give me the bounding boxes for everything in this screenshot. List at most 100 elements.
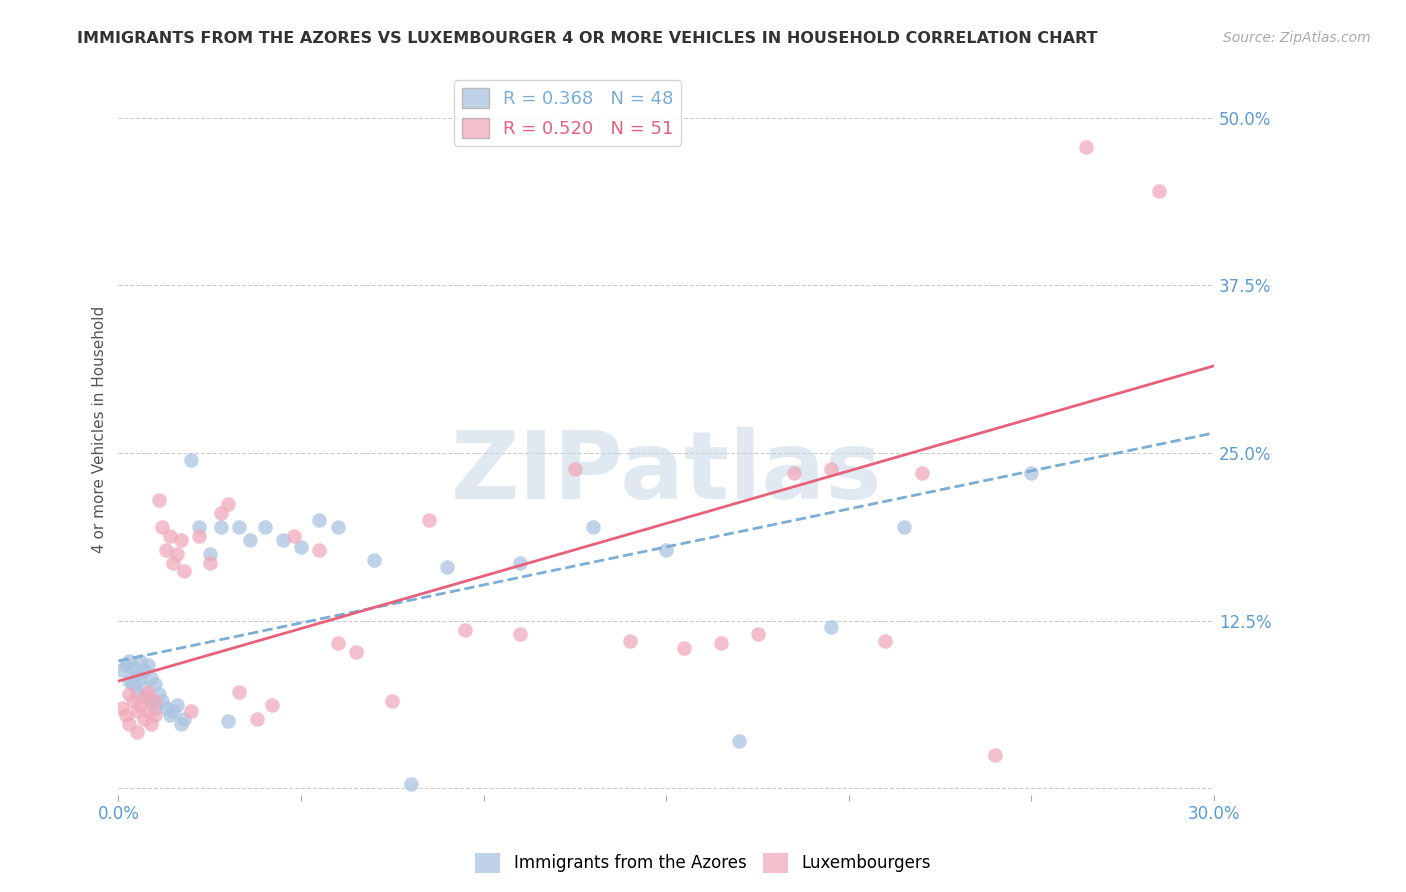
Point [129, 672, 152, 686]
Point [122, 660, 145, 674]
Point [436, 560, 458, 574]
Point [326, 520, 349, 534]
Point [136, 704, 159, 718]
Point [148, 493, 170, 508]
Point [111, 663, 134, 677]
Point [166, 547, 188, 561]
Point [132, 681, 155, 695]
Point [122, 694, 145, 708]
Point [418, 513, 440, 527]
Point [747, 627, 769, 641]
Y-axis label: 4 or more Vehicles in Household: 4 or more Vehicles in Household [93, 306, 107, 553]
Point [141, 694, 163, 708]
Point [381, 694, 404, 708]
Point [159, 707, 181, 722]
Point [253, 520, 276, 534]
Point [114, 657, 136, 672]
Point [454, 623, 477, 637]
Point [118, 674, 141, 689]
Point [363, 553, 385, 567]
Point [136, 685, 159, 699]
Point [509, 627, 531, 641]
Point [228, 685, 250, 699]
Text: IMMIGRANTS FROM THE AZORES VS LUXEMBOURGER 4 OR MORE VEHICLES IN HOUSEHOLD CORRE: IMMIGRANTS FROM THE AZORES VS LUXEMBOURG… [77, 31, 1098, 46]
Point [150, 520, 173, 534]
Point [125, 704, 148, 718]
Text: Source: ZipAtlas.com: Source: ZipAtlas.com [1223, 31, 1371, 45]
Point [326, 636, 349, 650]
Point [217, 714, 239, 729]
Point [710, 636, 733, 650]
Point [143, 677, 166, 691]
Legend: Immigrants from the Azores, Luxembourgers: Immigrants from the Azores, Luxembourger… [468, 847, 938, 880]
Point [148, 688, 170, 702]
Point [143, 701, 166, 715]
Point [344, 644, 367, 658]
Point [159, 529, 181, 543]
Point [582, 520, 605, 534]
Point [132, 663, 155, 677]
Point [129, 654, 152, 668]
Point [820, 462, 842, 476]
Point [125, 685, 148, 699]
Point [875, 633, 897, 648]
Point [984, 747, 1007, 762]
Point [209, 520, 232, 534]
Point [155, 701, 177, 715]
Point [308, 513, 330, 527]
Point [122, 677, 145, 691]
Point [893, 520, 915, 534]
Point [162, 704, 184, 718]
Point [228, 520, 250, 534]
Point [564, 462, 586, 476]
Point [1147, 185, 1170, 199]
Point [655, 542, 678, 557]
Point [118, 688, 141, 702]
Point [150, 694, 173, 708]
Point [173, 564, 195, 578]
Point [783, 466, 806, 480]
Point [198, 547, 221, 561]
Point [290, 540, 312, 554]
Point [260, 698, 283, 713]
Point [141, 672, 163, 686]
Point [246, 712, 269, 726]
Legend: R = 0.368   N = 48, R = 0.520   N = 51: R = 0.368 N = 48, R = 0.520 N = 51 [454, 80, 681, 145]
Point [173, 712, 195, 726]
Point [673, 640, 696, 655]
Point [155, 542, 177, 557]
Point [820, 620, 842, 634]
Point [209, 507, 232, 521]
Point [399, 777, 422, 791]
Point [129, 698, 152, 713]
Point [111, 701, 134, 715]
Point [136, 690, 159, 705]
Point [509, 556, 531, 570]
Point [619, 633, 641, 648]
Point [141, 717, 163, 731]
Point [1076, 140, 1098, 154]
Point [911, 466, 934, 480]
Point [187, 520, 209, 534]
Point [143, 694, 166, 708]
Point [187, 529, 209, 543]
Point [169, 717, 191, 731]
Point [271, 533, 294, 548]
Point [1021, 466, 1043, 480]
Point [114, 707, 136, 722]
Point [162, 556, 184, 570]
Point [180, 452, 202, 467]
Point [118, 654, 141, 668]
Point [143, 707, 166, 722]
Point [118, 717, 141, 731]
Point [283, 529, 305, 543]
Point [125, 725, 148, 739]
Point [217, 497, 239, 511]
Point [132, 690, 155, 705]
Point [308, 542, 330, 557]
Point [125, 667, 148, 681]
Point [198, 556, 221, 570]
Point [169, 533, 191, 548]
Point [166, 698, 188, 713]
Point [180, 704, 202, 718]
